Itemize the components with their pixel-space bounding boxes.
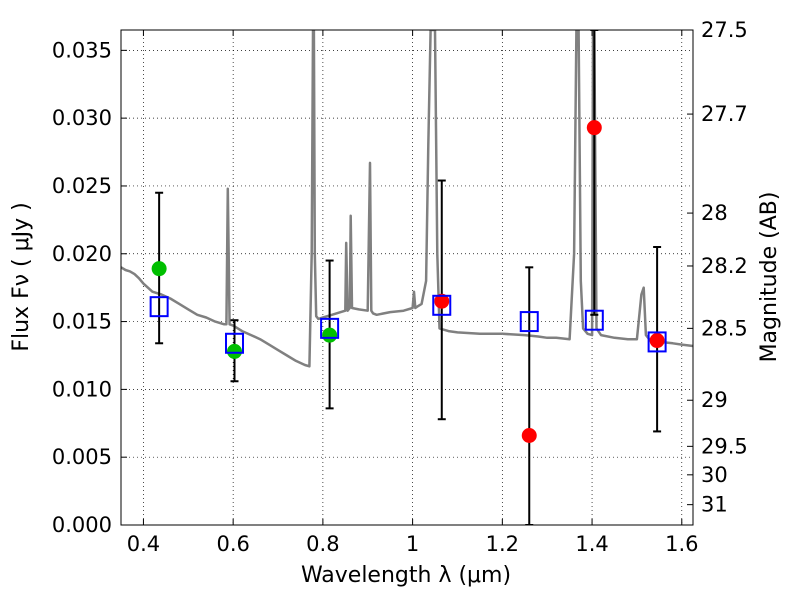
data-point [434, 293, 450, 309]
x-axis-label: Wavelength λ (μm) [301, 563, 511, 588]
x-tick-label: 0.8 [306, 532, 339, 556]
model-spectrum-line [121, 30, 693, 368]
model-point-square [584, 309, 604, 331]
model-point-square [519, 311, 539, 333]
y-tick-label: 0.005 [52, 445, 112, 469]
model-point-square [647, 331, 667, 353]
model-point-square [225, 332, 245, 354]
model-point-square [149, 296, 169, 318]
grid [121, 30, 693, 526]
data-point [227, 343, 243, 359]
data-point [649, 333, 665, 349]
right-tick-label: 31 [701, 493, 728, 517]
x-tick-label: 1.6 [665, 532, 698, 556]
y-tick-label: 0.035 [52, 38, 112, 62]
y-axis-label: Flux Fν ( μJy ) [9, 202, 34, 351]
right-tick-label: 28.5 [701, 316, 748, 340]
y-tick-label: 0.020 [52, 242, 112, 266]
x-tick-label: 1 [406, 532, 419, 556]
y-tick-label: 0.030 [52, 106, 112, 130]
model-point-square [320, 317, 340, 339]
data-point [151, 261, 167, 277]
data-point [521, 427, 537, 443]
y-tick-label: 0.025 [52, 174, 112, 198]
right-axis-label: Magnitude (AB) [757, 192, 782, 363]
right-tick-label: 29 [701, 388, 728, 412]
right-tick-label: 28.2 [701, 254, 748, 278]
plot-clipped-group [121, 30, 693, 525]
y-tick-label: 0.000 [52, 513, 112, 537]
plot-area [121, 30, 693, 525]
x-tick-label: 1.4 [575, 532, 608, 556]
plot-frame [120, 29, 694, 526]
x-tick-label: 1.2 [486, 532, 519, 556]
axes: 0.4 0.6 0.8 1 1.2 1.4 1.6 0.000 0.005 0.010 0.015 0… [52, 18, 748, 556]
data-point [322, 327, 338, 343]
y-tick-label: 0.015 [52, 310, 112, 334]
y-tick-label: 0.010 [52, 377, 112, 401]
model-point-square [432, 294, 452, 316]
data-point [586, 120, 602, 136]
right-tick-label: 28 [701, 201, 728, 225]
right-tick-label: 27.7 [701, 102, 748, 126]
x-tick-label: 0.4 [127, 532, 160, 556]
x-tick-label: 0.6 [216, 532, 249, 556]
right-tick-label: 29.5 [701, 434, 748, 458]
right-tick-label: 30 [701, 463, 728, 487]
right-tick-label: 27.5 [701, 18, 748, 42]
